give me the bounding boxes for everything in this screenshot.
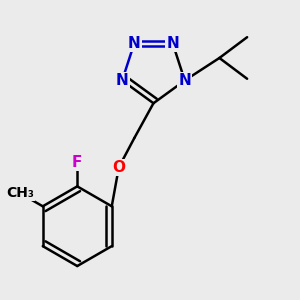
Text: F: F xyxy=(72,154,83,169)
Text: N: N xyxy=(116,73,128,88)
Text: CH₃: CH₃ xyxy=(6,186,34,200)
Text: O: O xyxy=(112,160,125,175)
Text: N: N xyxy=(178,73,191,88)
Text: N: N xyxy=(167,36,179,51)
Text: N: N xyxy=(128,36,140,51)
